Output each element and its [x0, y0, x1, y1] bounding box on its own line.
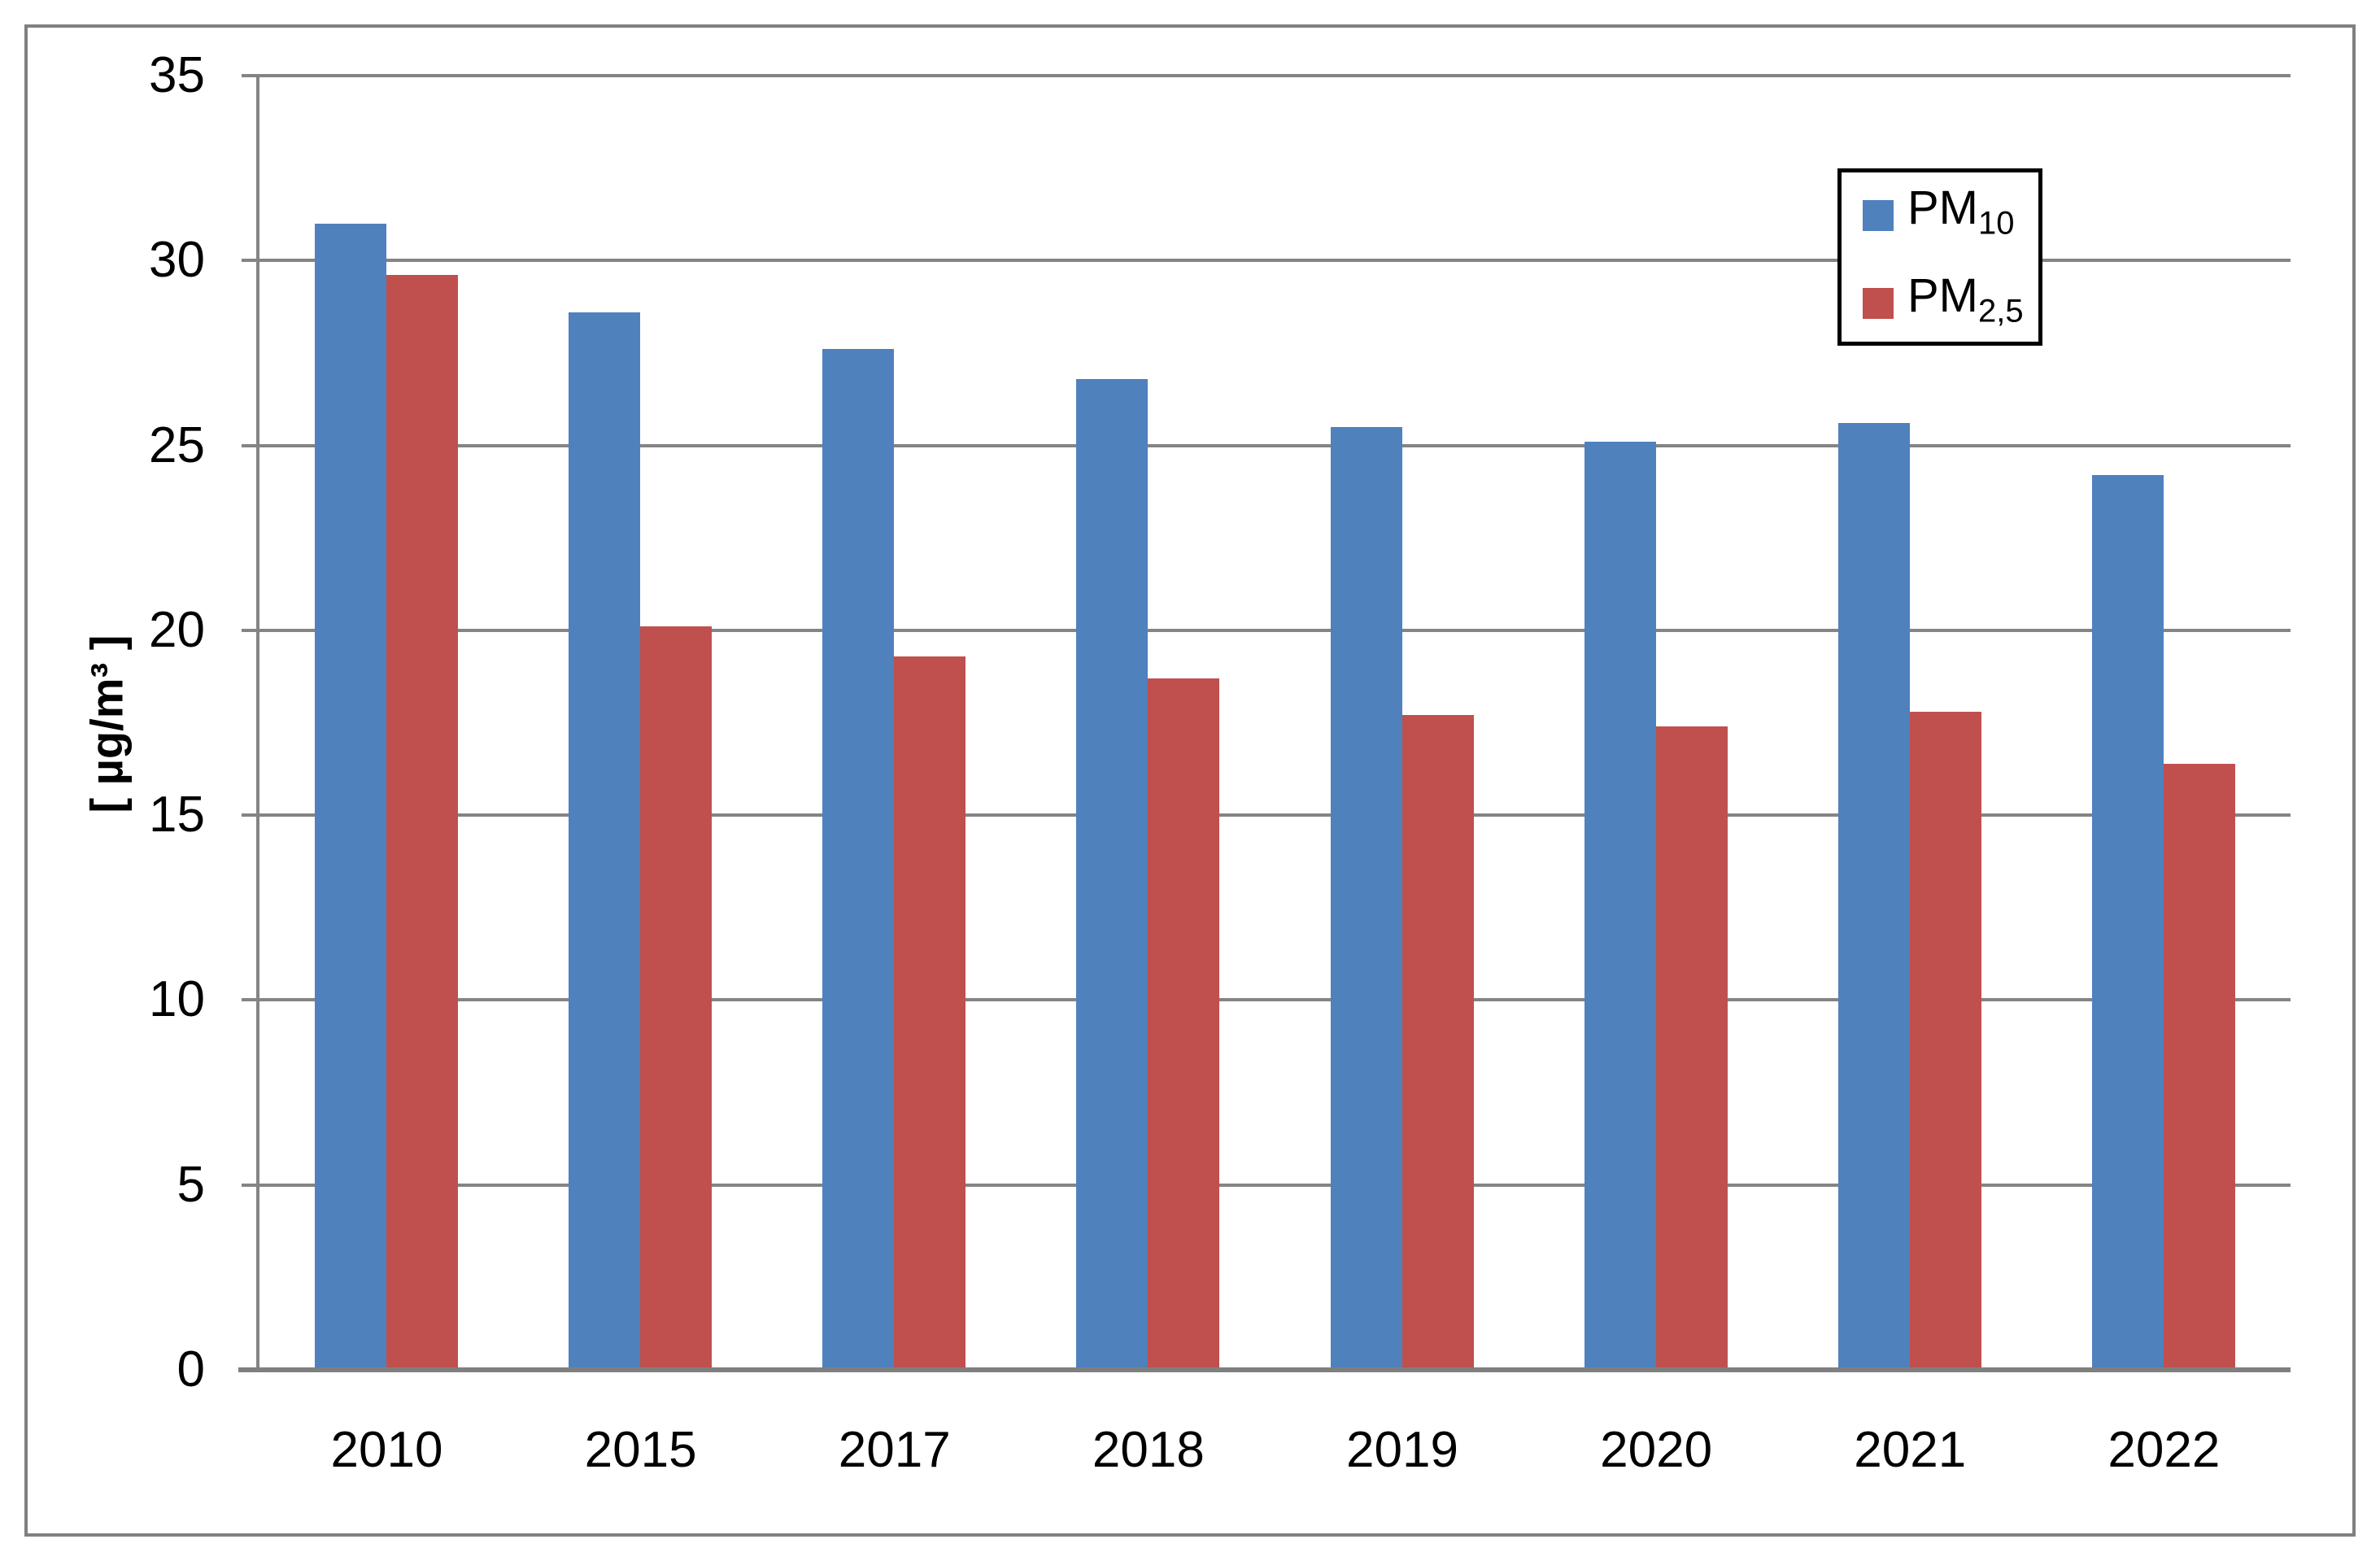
bar-pm2-5-2020	[1655, 726, 1728, 1370]
bar-group-2019	[1275, 76, 1529, 1370]
y-axis-tick-15	[242, 813, 259, 818]
x-tick-label-2020: 2020	[1600, 1422, 1713, 1478]
bar-group-2020	[1529, 76, 1783, 1370]
x-axis-line	[238, 1367, 2291, 1372]
bar-pm10-2021	[1837, 423, 1910, 1370]
gridline-20	[259, 628, 2291, 632]
bar-group-2021	[1783, 76, 2037, 1370]
bar-group-2015	[513, 76, 767, 1370]
x-tick-label-2010: 2010	[330, 1422, 443, 1478]
bar-pm10-2015	[569, 312, 641, 1370]
bar-pm10-2010	[315, 223, 387, 1370]
gridline-35	[259, 74, 2291, 77]
y-axis-tick-30	[242, 259, 259, 263]
y-axis-tick-10	[242, 998, 259, 1002]
bar-pm10-2022	[2091, 474, 2164, 1370]
gridline-5	[259, 1183, 2291, 1187]
legend-item-pm10: PM10	[1863, 184, 2038, 241]
x-tick-label-2021: 2021	[1854, 1422, 1967, 1478]
legend-swatch-pm10	[1863, 200, 1894, 231]
y-axis-tick-20	[242, 628, 259, 632]
legend-item-pm2-5: PM2,5	[1863, 272, 2038, 329]
bar-pm10-2019	[1330, 426, 1402, 1370]
y-tick-label-15: 15	[149, 787, 205, 844]
y-axis-tick-5	[242, 1183, 259, 1187]
bar-pm2-5-2017	[894, 656, 966, 1370]
x-tick-label-2022: 2022	[2108, 1422, 2221, 1478]
y-axis-title: [ µg/m³ ]	[81, 634, 133, 813]
legend-label-pm10: PM10	[1907, 181, 2015, 242]
bar-pm2-5-2022	[2163, 763, 2235, 1370]
y-tick-label-0: 0	[177, 1341, 205, 1397]
bar-pm2-5-2018	[1148, 678, 1220, 1370]
y-axis-tick-35	[242, 74, 259, 77]
legend: PM10 PM2,5	[1837, 168, 2042, 346]
legend-label-pm2-5: PM2,5	[1907, 268, 2024, 329]
plot-area	[238, 74, 2291, 1372]
bar-group-2018	[1021, 76, 1275, 1370]
y-axis-line	[256, 74, 259, 1370]
y-tick-label-30: 30	[149, 232, 205, 289]
bar-group-2010	[259, 76, 513, 1370]
y-tick-label-10: 10	[149, 971, 205, 1028]
y-tick-label-5: 5	[177, 1156, 205, 1213]
legend-swatch-pm2-5	[1863, 288, 1894, 319]
y-tick-label-25: 25	[149, 416, 205, 473]
gridline-10	[259, 998, 2291, 1002]
bar-group-2017	[767, 76, 1021, 1370]
bar-pm2-5-2021	[1909, 711, 1981, 1370]
y-tick-label-20: 20	[149, 601, 205, 658]
x-tick-label-2015: 2015	[584, 1422, 697, 1478]
x-tick-label-2019: 2019	[1346, 1422, 1458, 1478]
y-tick-label-35: 35	[149, 47, 205, 103]
bar-pm2-5-2015	[640, 626, 713, 1370]
x-tick-label-2018: 2018	[1092, 1422, 1205, 1478]
bar-pm2-5-2019	[1401, 715, 1474, 1370]
bar-group-2022	[2037, 76, 2291, 1370]
bar-pm10-2017	[822, 349, 895, 1370]
bar-pm10-2020	[1584, 442, 1656, 1370]
y-axis-tick-25	[242, 443, 259, 447]
gridline-25	[259, 443, 2291, 447]
x-tick-label-2017: 2017	[838, 1422, 951, 1478]
gridline-15	[259, 813, 2291, 818]
bar-pm2-5-2010	[386, 275, 459, 1370]
bar-pm10-2018	[1076, 378, 1149, 1370]
gridline-30	[259, 259, 2291, 263]
